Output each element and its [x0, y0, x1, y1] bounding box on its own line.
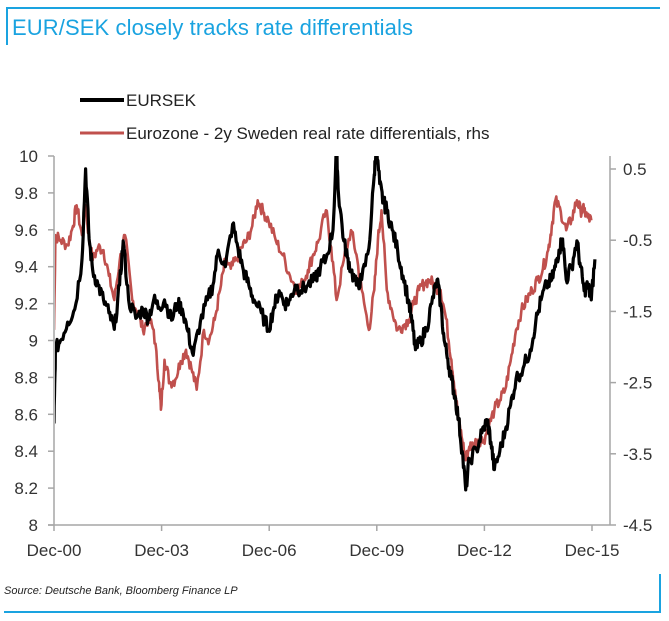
left-y-tick-label: 9.2 [14, 295, 38, 314]
source-note: Source: Deutsche Bank, Bloomberg Finance… [4, 585, 238, 597]
left-y-tick-label: 9 [29, 332, 38, 351]
series-line-differential [55, 195, 593, 462]
source-frame-bottom-border [4, 611, 661, 613]
title-frame-left-border [6, 7, 8, 45]
right-y-tick-label: -1.5 [623, 302, 652, 321]
x-tick-label: Dec-12 [457, 541, 512, 560]
left-y-tick-label: 10 [19, 147, 38, 166]
legend: EURSEK Eurozone - 2y Sweden real rate di… [80, 91, 490, 143]
right-y-tick-label: -4.5 [623, 516, 652, 535]
left-y-tick-label: 8.4 [14, 442, 38, 461]
plot-area [55, 156, 597, 492]
axes: 10 9.8 9.6 9.4 9.2 9 8.8 8.6 8.4 8.2 8 0.5 -0.5 -1.5 -… [14, 147, 652, 560]
left-y-tick-label: 9.8 [14, 184, 38, 203]
right-y-tick-label: -0.5 [623, 231, 652, 250]
x-tick-label: Dec-15 [565, 541, 620, 560]
left-y-tick-label: 8.6 [14, 405, 38, 424]
legend-label-eursek: EURSEK [126, 91, 197, 110]
title-frame-top-border [6, 7, 660, 9]
left-y-tick-label: 8.2 [14, 479, 38, 498]
right-y-tick-label: 0.5 [623, 160, 647, 179]
legend-label-differential: Eurozone - 2y Sweden real rate different… [126, 124, 490, 143]
left-y-tick-label: 9.6 [14, 221, 38, 240]
chart-title: EUR/SEK closely tracks rate differential… [12, 15, 414, 40]
right-y-tick-label: -2.5 [623, 374, 652, 393]
series-line-eursek [55, 156, 597, 492]
left-y-tick-label: 9.4 [14, 258, 38, 277]
left-y-tick-label: 8.8 [14, 368, 38, 387]
x-tick-label: Dec-06 [242, 541, 297, 560]
x-tick-label: Dec-03 [134, 541, 189, 560]
source-frame-right-border [659, 574, 661, 613]
right-y-tick-label: -3.5 [623, 445, 652, 464]
x-tick-label: Dec-00 [27, 541, 82, 560]
x-tick-label: Dec-09 [349, 541, 404, 560]
left-y-tick-label: 8 [29, 516, 38, 535]
